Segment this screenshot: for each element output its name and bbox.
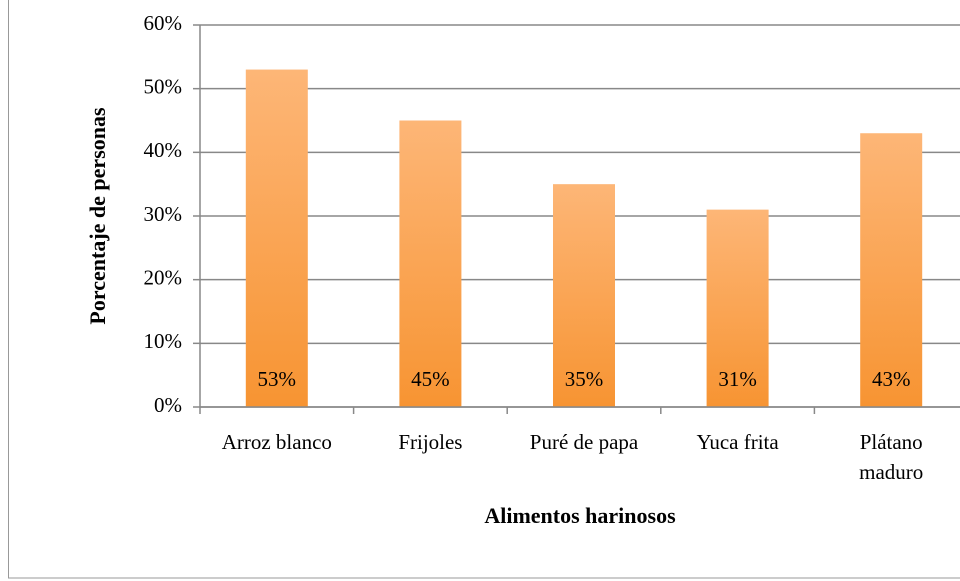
data-label: 43% [872, 367, 911, 391]
x-tick-label: Plátano maduro [859, 430, 923, 484]
y-tick-label: 0% [154, 393, 182, 417]
y-tick-label: 50% [144, 74, 183, 98]
y-tick-label: 60% [144, 11, 183, 35]
x-axis-title: Alimentos harinosos [484, 503, 676, 528]
y-tick-label: 20% [144, 265, 183, 289]
bar [706, 209, 769, 407]
chart-frame [8, 0, 960, 579]
x-tick-label: Yuca frita [696, 430, 779, 454]
data-label: 35% [565, 367, 604, 391]
bar [245, 69, 308, 408]
y-tick-label: 30% [144, 202, 183, 226]
y-tick-label: 10% [144, 329, 183, 353]
bar [399, 120, 462, 407]
bar [860, 133, 923, 407]
y-tick-label: 40% [144, 138, 183, 162]
bar [553, 184, 615, 407]
data-label: 53% [258, 367, 297, 391]
y-axis-title: Porcentaje de personas [85, 107, 110, 325]
x-tick-label: Puré de papa [530, 430, 639, 454]
x-tick-label: Arroz blanco [222, 430, 332, 454]
data-label: 31% [718, 367, 757, 391]
x-tick-label: Frijoles [398, 430, 462, 454]
data-label: 45% [411, 367, 450, 391]
